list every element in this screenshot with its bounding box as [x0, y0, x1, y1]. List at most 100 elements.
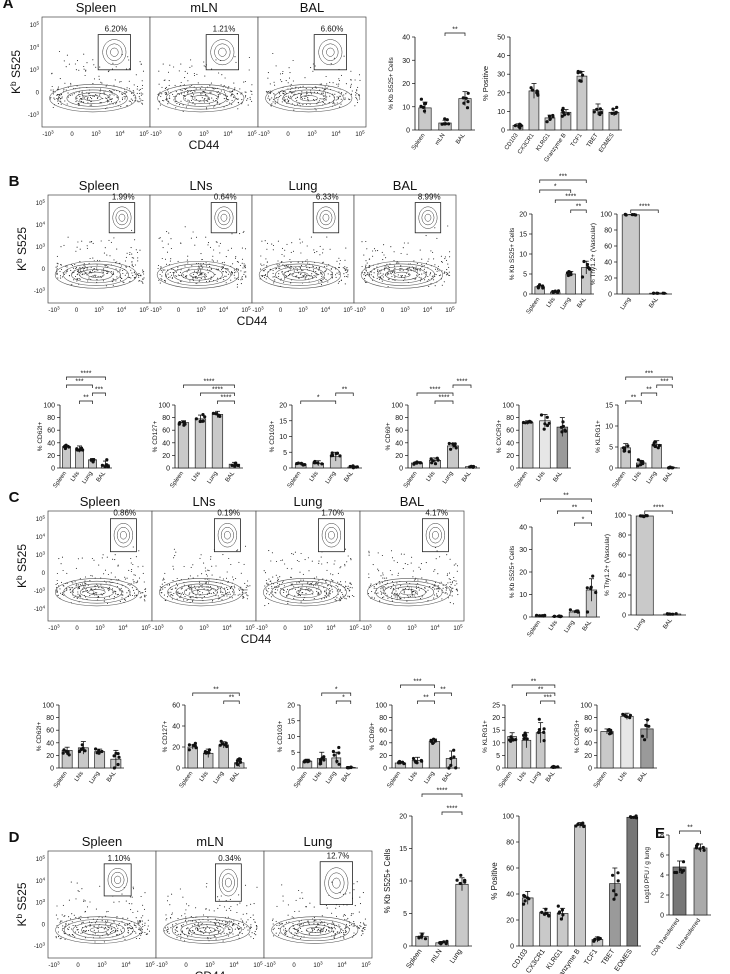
data-point	[627, 450, 631, 454]
flow-dot	[168, 932, 170, 934]
flow-dot	[349, 925, 351, 927]
flow-dot	[274, 588, 276, 590]
significance-bracket	[554, 199, 587, 203]
flow-dot	[121, 97, 123, 99]
flow-dot	[188, 577, 190, 579]
y-tick-label: 40	[47, 440, 55, 447]
flow-dot	[142, 70, 145, 72]
flow-dot	[83, 65, 85, 68]
flow-dot	[213, 592, 215, 595]
flow-dot	[110, 101, 113, 103]
data-point	[542, 727, 546, 731]
flow-dot	[105, 932, 107, 934]
data-point	[645, 514, 649, 518]
flow-dot	[191, 591, 193, 593]
flow-dot	[313, 927, 315, 930]
flow-dot	[270, 560, 272, 562]
flow-dot	[56, 579, 58, 582]
data-point	[469, 464, 473, 468]
flow-dot	[207, 919, 209, 921]
flow-dot	[393, 251, 395, 253]
flow-panel-C: CKb S5251051041030-103-104Spleen0.86%-10…	[9, 489, 465, 646]
flow-plot-frame	[255, 510, 361, 622]
flow-dot	[219, 92, 221, 95]
flow-dot	[127, 931, 129, 933]
flow-dot	[87, 930, 90, 932]
flow-dot	[85, 69, 87, 71]
flow-plot-title: Lung	[304, 834, 333, 849]
flow-dot	[216, 920, 218, 922]
flow-dot	[316, 576, 318, 578]
flow-dot	[394, 596, 396, 598]
flow-dot	[70, 269, 72, 271]
flow-dot	[122, 927, 124, 929]
flow-dot	[316, 251, 318, 253]
data-point	[320, 756, 324, 760]
flow-dot	[62, 927, 64, 930]
flow-dot	[423, 272, 425, 274]
significance-label: ****	[457, 379, 468, 386]
flow-plot-title: LNs	[189, 178, 213, 193]
flow-dot	[89, 595, 91, 597]
flow-dot	[68, 933, 71, 936]
flow-dot	[406, 600, 408, 602]
flow-dot	[103, 252, 105, 254]
flow-dot	[82, 268, 84, 270]
flow-dot	[445, 274, 448, 276]
flow-dot	[340, 599, 342, 601]
flow-dot	[242, 924, 245, 926]
flow-dot	[271, 97, 273, 99]
flow-dot	[97, 930, 99, 932]
flow-xticks: -103 0 103 104 105	[256, 624, 359, 632]
data-point	[545, 423, 550, 428]
flow-dot	[113, 237, 115, 239]
flow-dot	[96, 259, 99, 261]
flow-dot	[330, 573, 332, 575]
flow-dot	[382, 589, 384, 591]
y-axis-label: % CD69+	[385, 422, 392, 450]
data-point	[182, 420, 186, 424]
category-label: Spleen	[411, 133, 427, 152]
flow-dot	[167, 926, 169, 928]
flow-dot	[325, 581, 327, 584]
flow-dot	[119, 270, 121, 272]
flow-dot	[175, 91, 177, 93]
flow-dot	[140, 99, 142, 101]
flow-dot	[85, 590, 87, 592]
flow-dot	[349, 582, 351, 584]
flow-dot	[279, 267, 281, 269]
flow-dot	[84, 596, 87, 598]
flow-dot	[391, 581, 394, 583]
flow-dot	[86, 590, 89, 592]
flow-dot	[216, 280, 218, 282]
flow-dot	[294, 588, 296, 590]
flow-dot	[220, 591, 222, 593]
flow-xticks: -103 0 103 104 105	[48, 624, 151, 632]
flow-dot	[381, 554, 383, 557]
flow-dot	[252, 914, 254, 916]
flow-dot	[129, 926, 131, 929]
data-point	[316, 461, 320, 465]
flow-dot	[245, 95, 247, 97]
data-point	[560, 430, 564, 434]
flow-xticks: -103 0 103 104 105	[152, 624, 255, 632]
y-tick-label: 10	[287, 734, 295, 741]
flow-dot	[206, 882, 208, 885]
flow-dot	[397, 588, 400, 590]
data-point	[653, 444, 657, 449]
y-tick-label: 60	[162, 428, 170, 435]
flow-dot	[83, 95, 85, 97]
flow-dot	[304, 95, 306, 97]
flow-xtick: 103	[205, 961, 215, 969]
flow-dot	[244, 96, 247, 98]
flow-contour	[271, 916, 359, 944]
data-point	[447, 441, 451, 446]
flow-dot	[234, 587, 236, 589]
y-tick-label: 0	[501, 128, 505, 135]
data-point	[97, 751, 101, 755]
significance-label: ****	[204, 379, 215, 386]
flow-dot	[350, 913, 353, 915]
